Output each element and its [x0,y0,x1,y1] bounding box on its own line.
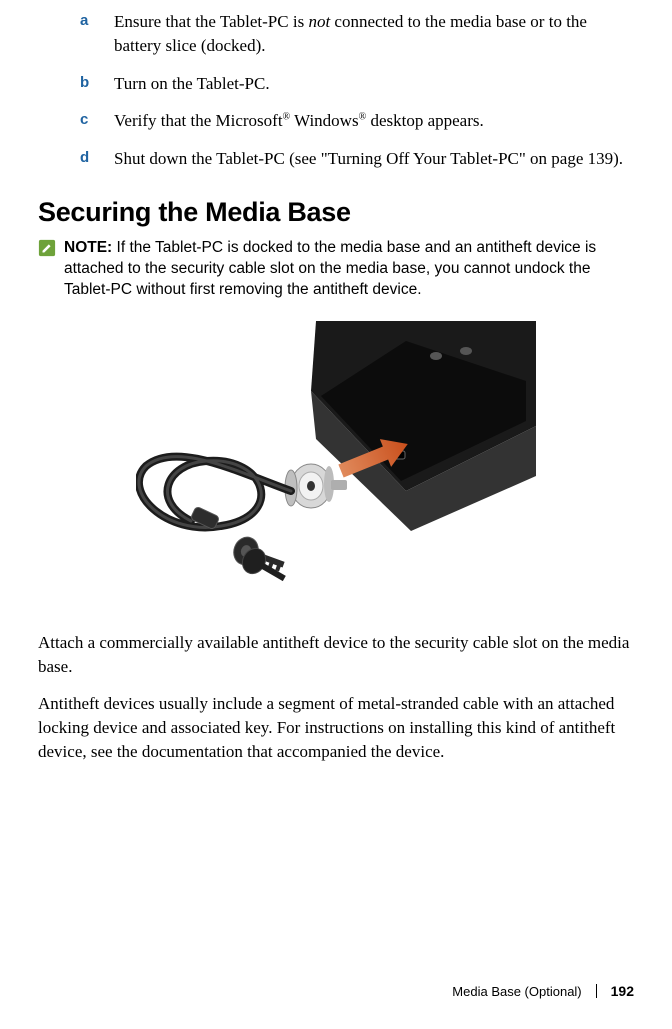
note-body-text: If the Tablet-PC is docked to the media … [64,239,596,298]
media-base-figure [136,321,536,591]
step-list: aEnsure that the Tablet-PC is not connec… [80,10,634,171]
step-body: Shut down the Tablet-PC (see "Turning Of… [114,147,634,171]
step-marker: a [80,10,114,58]
footer-divider [596,984,597,998]
step-body: Ensure that the Tablet-PC is not connect… [114,10,634,58]
step-body: Verify that the Microsoft® Windows® desk… [114,109,634,133]
note-icon [38,239,56,257]
step-d: dShut down the Tablet-PC (see "Turning O… [80,147,634,171]
footer-page-number: 192 [611,983,634,999]
step-a: aEnsure that the Tablet-PC is not connec… [80,10,634,58]
step-body: Turn on the Tablet-PC. [114,72,634,96]
step-marker: b [80,72,114,96]
step-b: bTurn on the Tablet-PC. [80,72,634,96]
note-block: NOTE: If the Tablet-PC is docked to the … [38,238,634,301]
step-c: cVerify that the Microsoft® Windows® des… [80,109,634,133]
body-paragraph-2: Antitheft devices usually include a segm… [38,692,634,763]
body-paragraph-1: Attach a commercially available antithef… [38,631,634,679]
note-text: NOTE: If the Tablet-PC is docked to the … [64,238,634,301]
footer-section: Media Base (Optional) [452,984,581,999]
section-heading: Securing the Media Base [38,197,634,228]
step-marker: d [80,147,114,171]
step-marker: c [80,109,114,133]
page-footer: Media Base (Optional) 192 [452,983,634,999]
note-label: NOTE: [64,239,112,256]
